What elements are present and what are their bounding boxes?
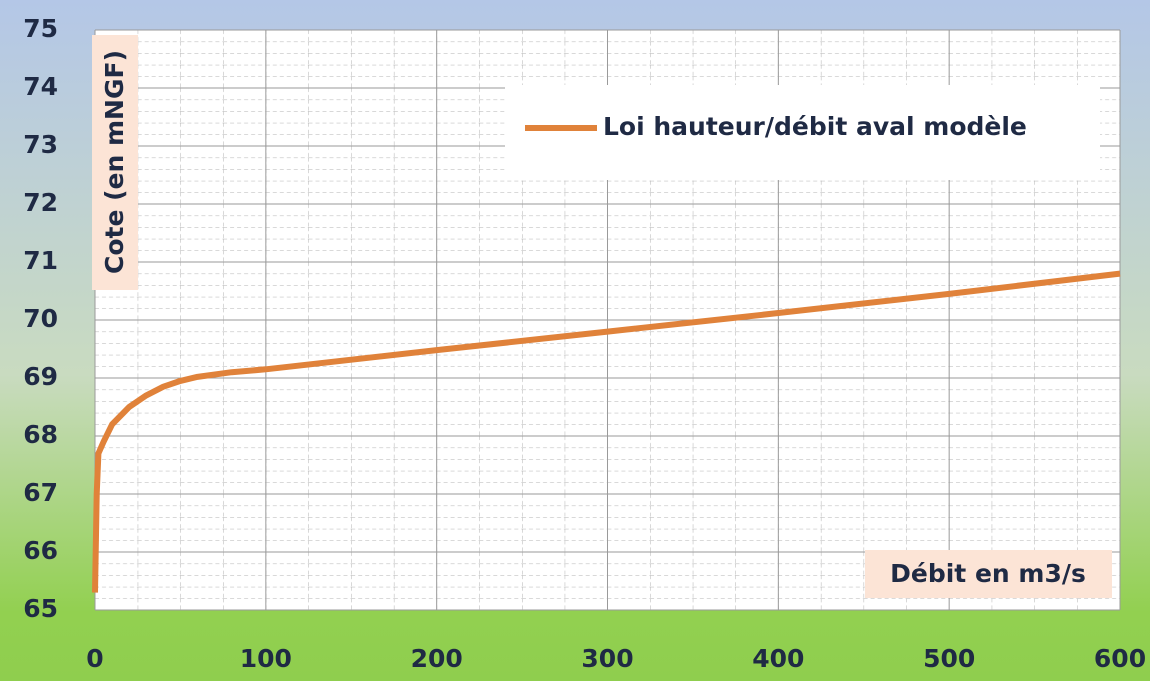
y-tick-label: 69 [23, 362, 58, 391]
x-tick-label: 400 [752, 644, 804, 673]
y-tick-label: 71 [23, 246, 58, 275]
y-label-box [92, 35, 138, 290]
x-axis-label: Débit en m3/s [890, 559, 1086, 588]
x-tick-label: 500 [923, 644, 975, 673]
y-tick-label: 75 [23, 14, 58, 43]
y-axis-label: Cote (en mNGF) [100, 50, 129, 274]
y-tick-label: 70 [23, 304, 58, 333]
y-tick-label: 67 [23, 478, 58, 507]
y-tick-label: 68 [23, 420, 58, 449]
x-label-box [865, 550, 1112, 598]
y-tick-label: 72 [23, 188, 58, 217]
x-tick-label: 200 [411, 644, 463, 673]
y-tick-label: 66 [23, 536, 58, 565]
y-tick-label: 74 [23, 72, 58, 101]
x-tick-label: 0 [86, 644, 103, 673]
x-tick-label: 300 [581, 644, 633, 673]
legend-box [505, 85, 1100, 180]
y-tick-label: 65 [23, 594, 58, 623]
data-line [92, 270, 1121, 593]
y-tick-label: 73 [23, 130, 58, 159]
x-tick-label: 600 [1094, 644, 1146, 673]
x-tick-label: 100 [240, 644, 292, 673]
legend-label: Loi hauteur/débit aval modèle [603, 112, 1027, 141]
